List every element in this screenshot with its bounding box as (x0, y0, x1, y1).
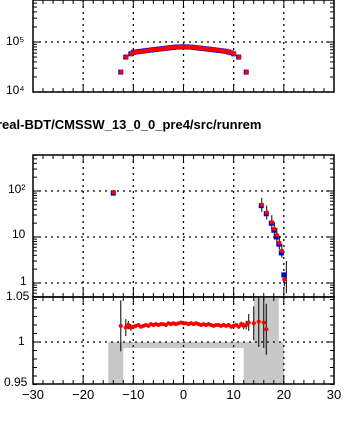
x-tick-label-5: 20 (277, 387, 291, 402)
top-point-circle-1 (119, 69, 124, 75)
top-panel: 10⁵ 10⁴ (6, 0, 335, 97)
path-title: real-BDT/CMSSW_13_0_0_pre4/src/runrem (0, 117, 261, 132)
middle-point-circle-4 (272, 226, 277, 232)
middle-point-circle-1 (259, 202, 264, 208)
ratio-point-51 (251, 321, 256, 326)
middle-ytick-label-1: 10² (8, 182, 25, 196)
middle-point-square-8 (281, 272, 287, 278)
x-tick-label-0: −30 (22, 387, 44, 402)
middle-point-circle-5 (274, 232, 280, 238)
ratio-panel: 1.05 1 0.95 (4, 289, 335, 389)
middle-ytick-label-2: 10 (12, 227, 26, 241)
x-tick-label-2: −10 (122, 387, 144, 402)
middle-point-circle-6 (277, 240, 282, 245)
ratio-band-left (108, 342, 124, 384)
middle-panel: 10² 10 1 (8, 154, 335, 298)
ratio-ytick-label-1: 1.05 (6, 289, 30, 303)
top-ytick-label-2: 10⁴ (6, 83, 25, 97)
x-tick-label-3: 0 (180, 387, 187, 402)
ratio-point-1 (123, 325, 128, 330)
ratio-ytick-label-2: 1 (18, 334, 25, 348)
ratio-band-center (123, 342, 244, 348)
ratio-point-54 (264, 327, 269, 332)
middle-point-circle-3 (269, 219, 274, 225)
top-point-circle-46 (244, 69, 249, 75)
top-point-circle-2 (124, 54, 129, 60)
ratio-point-0 (118, 323, 123, 328)
ratio-point-46 (236, 324, 241, 329)
middle-point-circle-8 (282, 277, 287, 282)
ratio-ytick-label-3: 0.95 (4, 375, 28, 389)
top-point-circle-45 (236, 54, 242, 60)
middle-point-circle-7 (279, 248, 285, 254)
x-tick-label-4: 10 (226, 387, 240, 402)
ratio-point-53 (261, 320, 266, 325)
middle-point-circle-0 (111, 189, 116, 195)
middle-point-circle-2 (264, 210, 269, 215)
ratio-point-2 (126, 323, 131, 327)
x-tick-labels: −30 −20 −10 0 10 20 30 (22, 387, 341, 402)
ratio-point-52 (256, 319, 261, 324)
x-tick-label-6: 30 (327, 387, 341, 402)
ratio-point-49 (244, 323, 249, 327)
ratio-point-50 (246, 320, 251, 325)
top-ytick-label-1: 10⁵ (6, 34, 24, 48)
x-tick-label-1: −20 (72, 387, 94, 402)
middle-ytick-label-3: 1 (20, 274, 27, 288)
top-point-circle-44 (231, 51, 237, 57)
